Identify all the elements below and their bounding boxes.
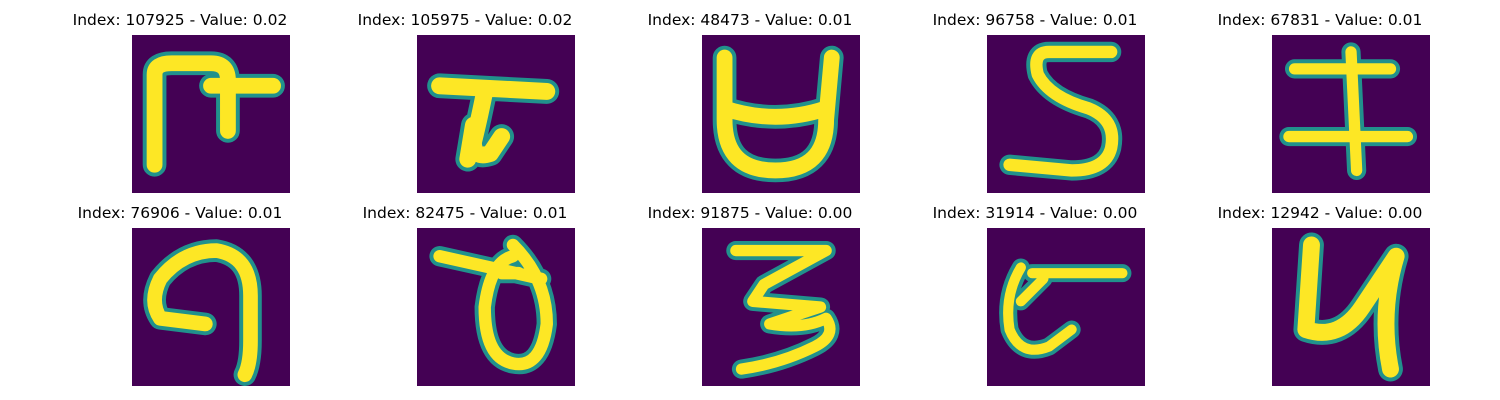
panel-1: Index: 107925 - Value: 0.02 (30, 10, 330, 200)
glyph-image (1272, 228, 1430, 386)
panel-5: Index: 67831 - Value: 0.01 (1170, 10, 1470, 200)
panel-title: Index: 107925 - Value: 0.02 (72, 11, 288, 29)
glyph-image (417, 35, 575, 193)
glyph-stroke (143, 239, 262, 386)
panel-title: Index: 105975 - Value: 0.02 (357, 11, 573, 29)
panel-title: Index: 76906 - Value: 0.01 (77, 204, 283, 222)
panel-title: Index: 12942 - Value: 0.00 (1217, 204, 1423, 222)
glyph-image (987, 35, 1145, 193)
glyph-image (417, 228, 575, 386)
glyph-stroke (429, 234, 557, 375)
panel-title: Index: 82475 - Value: 0.01 (362, 204, 568, 222)
glyph-stroke (999, 41, 1123, 181)
glyph-stroke (999, 258, 1132, 359)
panel-7: Index: 82475 - Value: 0.01 (315, 203, 615, 393)
panel-3: Index: 48473 - Value: 0.01 (600, 10, 900, 200)
glyph-stroke (712, 45, 844, 183)
panel-9: Index: 31914 - Value: 0.00 (885, 203, 1185, 393)
glyph-stroke (1293, 232, 1409, 382)
glyph-image (132, 35, 290, 193)
panel-title: Index: 91875 - Value: 0.00 (647, 204, 853, 222)
panel-10: Index: 12942 - Value: 0.00 (1170, 203, 1470, 393)
glyph-image (132, 228, 290, 386)
panel-8: Index: 91875 - Value: 0.00 (600, 203, 900, 393)
panel-title: Index: 67831 - Value: 0.01 (1217, 11, 1423, 29)
panel-6: Index: 76906 - Value: 0.01 (30, 203, 330, 393)
glyph-stroke (726, 240, 840, 379)
image-background (417, 35, 575, 193)
glyph-image (702, 35, 860, 193)
glyph-stroke (1279, 42, 1418, 181)
panel-4: Index: 96758 - Value: 0.01 (885, 10, 1185, 200)
glyph-image (987, 228, 1145, 386)
glyph-stroke (142, 51, 285, 177)
panel-title: Index: 31914 - Value: 0.00 (932, 204, 1138, 222)
panel-title: Index: 48473 - Value: 0.01 (647, 11, 853, 29)
glyph-stroke (427, 73, 560, 172)
panel-title: Index: 96758 - Value: 0.01 (932, 11, 1138, 29)
glyph-image (1272, 35, 1430, 193)
panel-2: Index: 105975 - Value: 0.02 (315, 10, 615, 200)
glyph-image (702, 228, 860, 386)
